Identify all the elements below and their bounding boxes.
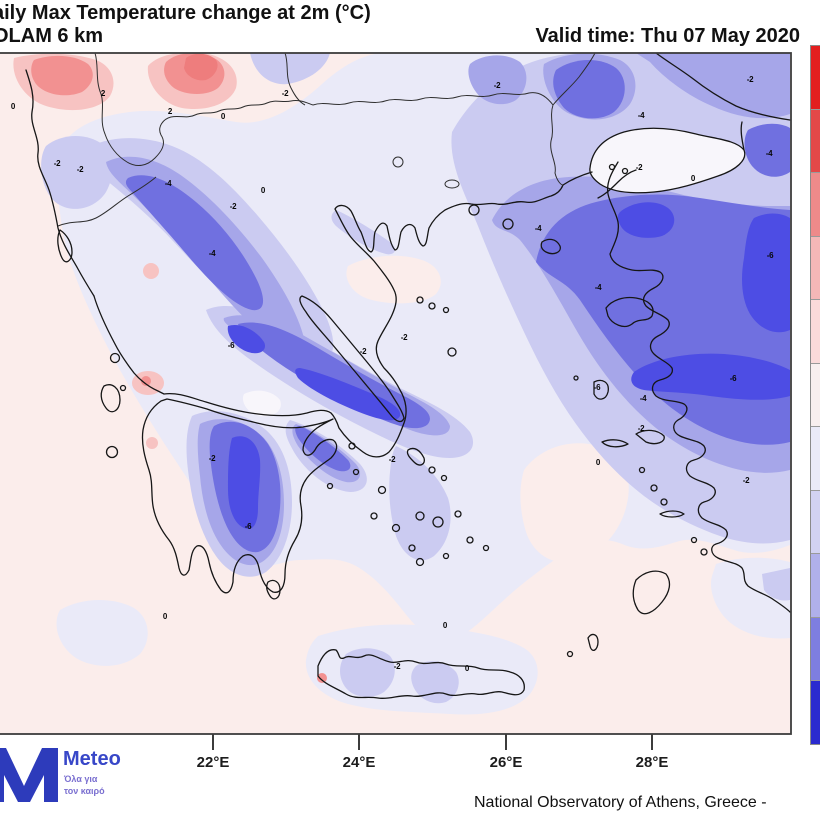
contour-label: -2 [400, 333, 408, 342]
attribution-text: National Observatory of Athens, Greece - [474, 794, 767, 811]
contour-label: 0 [464, 664, 470, 673]
colorbar-segment [811, 554, 820, 618]
x-tick-mark [212, 734, 214, 750]
meteo-logo-tagline: τον καιρό [64, 786, 105, 796]
contour-label: -2 [281, 89, 289, 98]
x-tick-label: 28°E [635, 754, 669, 771]
contour-label: -4 [639, 394, 647, 403]
contour-label: -2 [229, 202, 237, 211]
contour-label: 0 [220, 112, 226, 121]
contour-label: -4 [534, 224, 542, 233]
valid-time-label: Valid time: Thu 07 May 2020 [535, 25, 800, 47]
contour-label: -2 [76, 165, 84, 174]
coastline-black-sea [655, 53, 791, 121]
contour-label: -6 [227, 341, 235, 350]
coastline-bosphorus [740, 121, 745, 151]
contour-label: -2 [635, 163, 643, 172]
contour-label: 0 [595, 458, 601, 467]
contour-label: 2 [100, 89, 106, 98]
contour-label: -2 [493, 81, 501, 90]
contour-label: -2 [208, 454, 216, 463]
colorbar-segment [811, 617, 820, 682]
colorbar [810, 45, 820, 745]
contour-label: -2 [742, 476, 750, 485]
contour-label: -6 [244, 522, 252, 531]
lake [444, 179, 460, 189]
colorbar-segment [811, 173, 820, 237]
colorbar-segment [811, 109, 820, 174]
x-tick-mark [651, 734, 653, 750]
colorbar-segment [811, 681, 820, 745]
x-tick-label: 24°E [342, 754, 376, 771]
lake [392, 156, 404, 168]
coastline-layer [25, 53, 791, 700]
contour-label: -2 [637, 424, 645, 433]
x-tick-label: 22°E [196, 754, 230, 771]
colorbar-segment [811, 363, 820, 428]
contour-label: 0 [10, 102, 16, 111]
colorbar-segment [811, 300, 820, 364]
coastline-albania [25, 69, 95, 297]
map-frame [0, 52, 792, 735]
contour-label: 0 [162, 612, 168, 621]
contour-label: -4 [637, 111, 645, 120]
contour-label: -6 [766, 251, 774, 260]
x-tick-mark [358, 734, 360, 750]
contour-label: -4 [594, 283, 602, 292]
colorbar-segment [811, 490, 820, 555]
contour-label: -4 [208, 249, 216, 258]
map-title-line2: OLAM 6 km [0, 25, 104, 47]
contour-label: -2 [746, 75, 754, 84]
coastline-marmara [589, 127, 746, 194]
contour-label: -2 [359, 347, 367, 356]
country-borders [57, 53, 596, 227]
x-tick-mark [505, 734, 507, 750]
colorbar-segment [811, 236, 820, 301]
meteo-logo-tagline: Όλα για [64, 774, 98, 784]
contour-label: 2 [167, 107, 173, 116]
contour-label: -4 [164, 179, 172, 188]
coastline-euboea [299, 295, 405, 423]
colorbar-segment [811, 427, 820, 491]
coastline-crete [317, 649, 525, 700]
contour-label: -6 [593, 383, 601, 392]
contour-label: 0 [690, 174, 696, 183]
contour-label: 0 [442, 621, 448, 630]
coastline-turkey-aegean [606, 161, 791, 613]
coastline-greece-mainland [93, 184, 564, 458]
contour-label: -2 [388, 455, 396, 464]
islands [57, 163, 708, 658]
contour-label: -6 [729, 374, 737, 383]
x-tick-label: 26°E [489, 754, 523, 771]
colorbar-segment [811, 46, 820, 110]
contour-label: -4 [765, 149, 773, 158]
contour-label: -2 [393, 662, 401, 671]
map-title-line1: aily Max Temperature change at 2m (°C) [0, 2, 371, 24]
meteo-logo-text: Meteo [63, 748, 121, 770]
coastline-peloponnese [141, 398, 338, 594]
meteo-logo-icon [0, 748, 58, 802]
contour-label: 0 [260, 186, 266, 195]
contour-label: -2 [53, 159, 61, 168]
coastline-gallipoli [562, 169, 637, 199]
